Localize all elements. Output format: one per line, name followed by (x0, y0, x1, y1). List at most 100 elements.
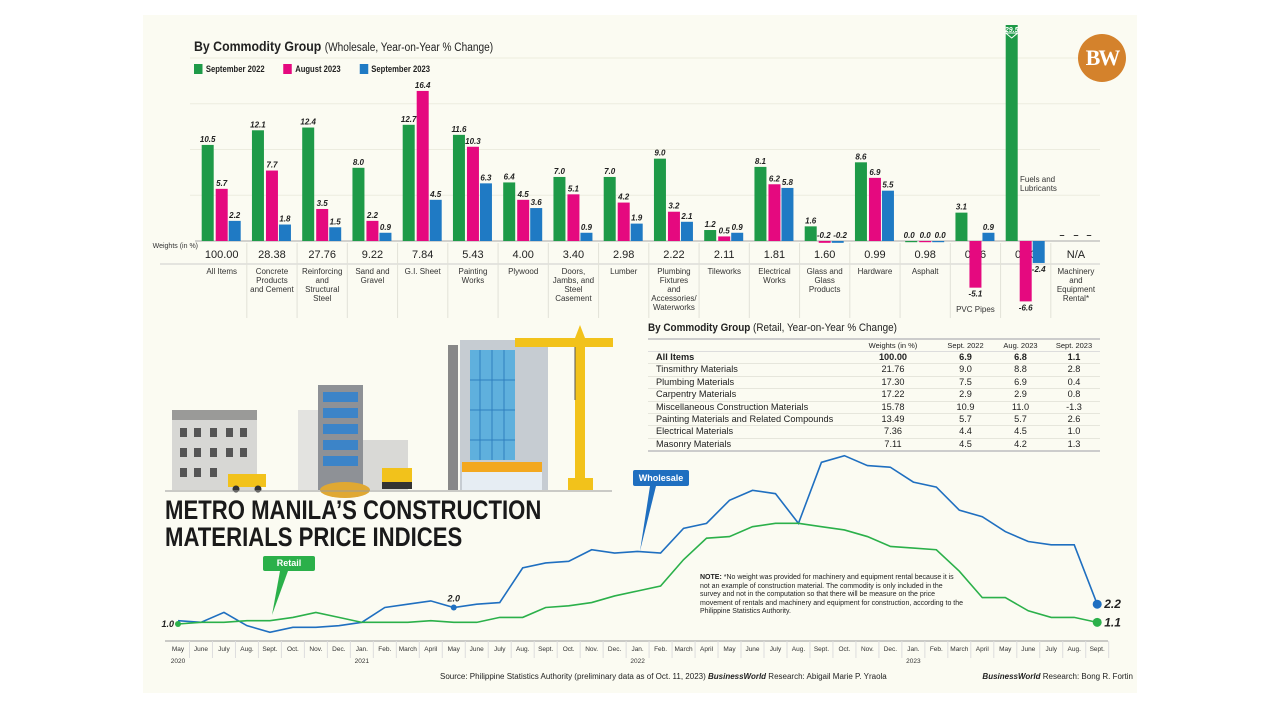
table-row: Plumbing Materials 17.30 7.5 6.9 0.4 (648, 376, 1100, 390)
x-year-label: 2023 (906, 658, 921, 665)
category-label-line: Works (763, 276, 786, 285)
x-tick-label: Sept. (1090, 646, 1105, 653)
bar-value-label: 5.5 (882, 181, 894, 190)
x-tick-label: June (470, 646, 484, 653)
table-cell: 17.30 (848, 376, 938, 390)
category-label-line: PVC Pipes (956, 305, 995, 314)
table-cell: 7.5 (938, 376, 993, 390)
legend-item-sep2022: September 2022 (194, 64, 265, 74)
bar-aug2023 (1019, 241, 1032, 302)
bar-sep2023 (932, 241, 945, 243)
building-left-icon (172, 410, 266, 493)
x-tick-label: Aug. (516, 646, 530, 653)
main-title-line1: METRO MANILA’S CONSTRUCTION (165, 495, 542, 525)
category-weight: 28.38 (258, 249, 286, 261)
bar-sep2022 (905, 241, 918, 243)
legend-item-aug2023: August 2023 (283, 64, 341, 74)
x-tick-label: Dec. (608, 646, 622, 653)
bar-aug2023 (466, 146, 479, 241)
bar-sep2023 (731, 232, 744, 241)
bar-sep2023 (329, 227, 342, 241)
source-text: Source: Philippine Statistics Authority … (440, 672, 708, 681)
x-tick-label: July (218, 646, 230, 653)
category-label: Fuels and Lubricants (1020, 175, 1057, 193)
table-cell: 9.0 (938, 363, 993, 377)
category-label-line: Glass (814, 276, 834, 285)
category-weight: 1.81 (764, 249, 785, 261)
bar-sep2023 (278, 224, 291, 241)
category-label-line: Waterworks (653, 303, 695, 312)
x-tick-label: Jan. (631, 646, 643, 653)
bar-aug2023 (617, 202, 630, 241)
x-tick-label: Jan. (907, 646, 919, 653)
point-value-label: 1.1 (1104, 615, 1121, 629)
table-cell: 5.7 (938, 413, 993, 427)
legend-label: September 2022 (205, 64, 265, 74)
category-weight: 2.11 (714, 249, 735, 261)
annotated-point (1092, 617, 1102, 627)
category-label-line: Lubricants (1020, 184, 1057, 193)
category-label-line: Machinery (1057, 267, 1094, 276)
table-cell: 0.8 (1048, 388, 1100, 402)
bar-aug2023 (517, 199, 530, 241)
category-label-line: Painting (458, 267, 487, 276)
bar-value-label: 8.6 (855, 152, 867, 161)
x-tick-label: Oct. (563, 646, 575, 653)
category-label-line: Reinforcing (302, 267, 342, 276)
category-label: Machinery and Equipment Rental* (1057, 267, 1096, 303)
category-weight: 100.00 (205, 249, 239, 261)
bar-value-label: 4.5 (429, 190, 442, 199)
price-index-line-chart: May June July Aug. Sept. Oct. Nov. Dec. Jan. Feb.… (161, 454, 1121, 665)
point-value-label: 2.2 (1103, 597, 1121, 611)
x-tick-label: Jan. (356, 646, 368, 653)
break-arrow-icon (1004, 32, 1020, 39)
annotated-point (450, 604, 457, 611)
x-tick-label: Sept. (262, 646, 277, 653)
table-row: Carpentry Materials 17.22 2.9 2.9 0.8 (648, 388, 1100, 402)
bar-sep2022 (201, 144, 214, 241)
table-cell: Carpentry Materials (648, 388, 848, 402)
annotated-point (1092, 599, 1102, 609)
wholesale-series-label: Wholesale (633, 470, 689, 486)
category-label: Plumbing Fixtures and Accessories/Waterwork… (651, 267, 697, 312)
bar-value-label: 16.4 (415, 81, 431, 90)
category-label-line: Glass and (807, 267, 843, 276)
category-label-line: Fuels and (1020, 175, 1055, 184)
bar-sep2023 (530, 208, 543, 241)
category-label: Tileworks (707, 267, 740, 276)
category-label-line: and Cement (250, 285, 294, 294)
wholesale-label-pointer (640, 486, 656, 551)
retail-table-title-text: By Commodity Group (648, 322, 751, 334)
bar-value-label: -2.4 (1032, 265, 1046, 274)
bar-value-label: 9.0 (654, 149, 666, 158)
bar-aug2023 (366, 220, 379, 241)
bar-sep2022 (1005, 25, 1018, 241)
table-cell: -1.3 (1048, 401, 1100, 415)
research-credit-2: Research: Bong R. Fortin (1040, 672, 1133, 681)
category-label-line: Electrical (758, 267, 791, 276)
bar-aug2023 (265, 170, 278, 241)
bar-value-label: 1.6 (805, 216, 817, 225)
bar-value-label: 6.4 (504, 172, 516, 181)
main-title-line2: MATERIALS PRICE INDICES (165, 522, 463, 552)
x-tick-label: Dec. (884, 646, 898, 653)
category-weight: 0.98 (914, 249, 935, 261)
category-label-line: Doors, (562, 267, 586, 276)
bar-sep2023 (429, 199, 442, 241)
x-tick-label: June (1021, 646, 1035, 653)
x-tick-label: April (976, 646, 990, 653)
x-tick-label: May (723, 646, 736, 653)
bar-chart-title-text: By Commodity Group (194, 38, 322, 54)
category-label-line: Products (256, 276, 288, 285)
legend-label: August 2023 (295, 64, 341, 74)
bar-sep2022 (955, 212, 968, 241)
x-tick-label: Dec. (332, 646, 346, 653)
table-cell: Miscellaneous Construction Materials (648, 401, 848, 415)
building-middle-icon (298, 385, 412, 498)
x-tick-label: Feb. (654, 646, 667, 653)
table-row: All Items 100.00 6.9 6.8 1.1 (648, 351, 1100, 365)
bar-value-label: 5.7 (216, 179, 228, 188)
bar-sep2023 (1032, 241, 1045, 263)
category-weight: 27.76 (308, 249, 336, 261)
category-label-line: Jambs, and (553, 276, 594, 285)
